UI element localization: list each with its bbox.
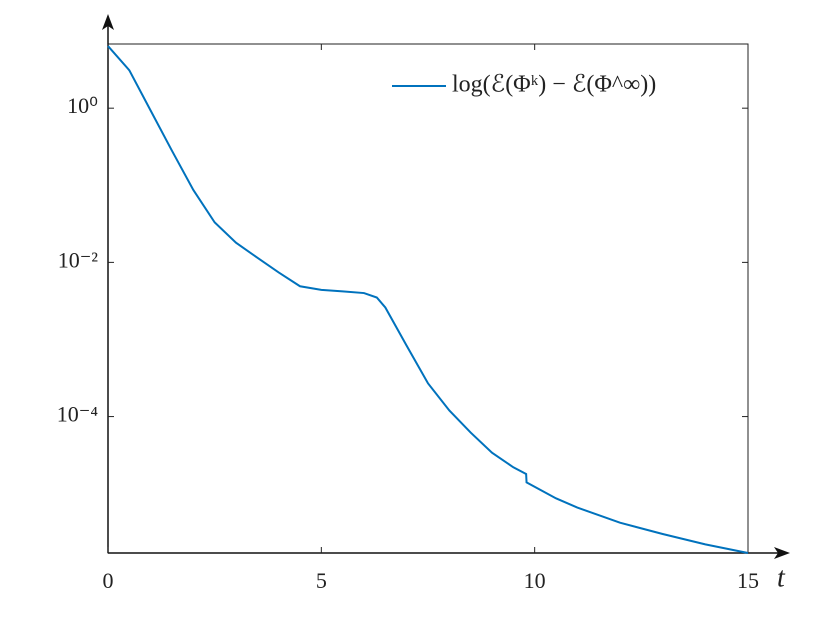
- x-tick-label: 10: [524, 568, 546, 593]
- y-arrow: [102, 14, 114, 30]
- x-tick-label: 5: [316, 568, 327, 593]
- y-tick-label: 10⁻⁴: [57, 402, 99, 427]
- y-tick-label: 10⁰: [67, 93, 98, 118]
- line: [107, 45, 749, 554]
- legend-label: log(ℰ(Φᵏ) − ℰ(Φ^∞)): [452, 72, 656, 98]
- x-axis-label: t: [777, 562, 786, 593]
- x-tick-label: 15: [737, 568, 759, 593]
- plot-frame: [107, 43, 749, 554]
- y-tick-label: 10⁻²: [58, 247, 99, 272]
- x-tick-label: 0: [103, 568, 114, 593]
- x-arrow: [774, 547, 790, 559]
